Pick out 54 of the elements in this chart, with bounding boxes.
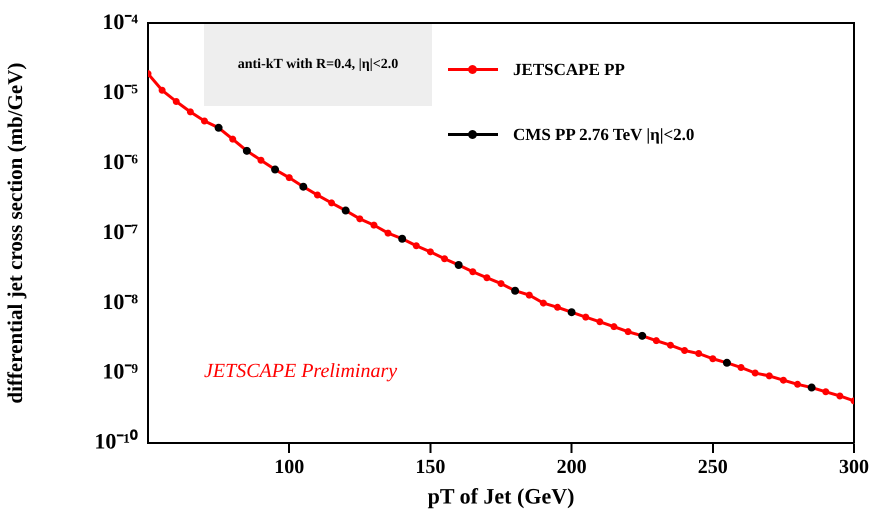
point	[469, 268, 476, 276]
point	[356, 215, 364, 222]
point	[709, 355, 716, 362]
point	[328, 199, 336, 206]
point	[822, 388, 830, 396]
x-axis-title: pT of Jet (GeV)	[428, 483, 574, 508]
point	[596, 318, 604, 326]
point	[794, 380, 802, 388]
point	[752, 370, 759, 377]
x-tick-label: 250	[698, 456, 728, 478]
point	[526, 292, 533, 299]
point	[738, 364, 745, 371]
point	[370, 222, 378, 229]
point	[582, 314, 590, 321]
point	[766, 372, 773, 380]
point	[384, 230, 392, 237]
point	[286, 174, 293, 182]
y-tick-label: 10⁻⁸	[102, 288, 138, 314]
point	[200, 118, 208, 125]
point	[780, 376, 787, 384]
point	[540, 300, 547, 307]
x-tick-label: 300	[839, 456, 869, 478]
point	[652, 337, 660, 344]
annotation: JETSCAPE Preliminary	[204, 360, 398, 384]
point	[314, 192, 321, 199]
y-tick-label: 10⁻⁴	[102, 8, 138, 34]
x-tick-label: 150	[415, 456, 446, 478]
point	[172, 98, 180, 106]
y-tick-label: 10⁻¹⁰	[94, 428, 138, 454]
point	[681, 346, 688, 354]
point	[666, 342, 674, 349]
point	[426, 248, 434, 256]
point	[412, 242, 420, 250]
legend-label: JETSCAPE PP	[513, 60, 625, 80]
y-tick-label: 10⁻⁹	[102, 358, 138, 384]
point	[695, 350, 702, 358]
legend-label: CMS PP 2.76 TeV |η|<2.0	[513, 125, 694, 146]
point	[483, 274, 490, 282]
y-axis-title: differential jet cross section (mb/GeV)	[3, 62, 28, 404]
point	[186, 108, 194, 116]
x-tick-label: 200	[556, 456, 587, 478]
point	[441, 255, 448, 262]
point	[158, 86, 166, 94]
y-tick-label: 10⁻⁷	[102, 218, 138, 244]
point	[624, 328, 632, 336]
point	[610, 323, 618, 330]
x-tick-label: 100	[274, 456, 304, 478]
point	[498, 280, 504, 288]
point	[257, 156, 264, 164]
y-tick-label: 10⁻⁶	[102, 148, 138, 174]
point	[554, 304, 561, 311]
point	[229, 136, 236, 143]
y-tick-label: 10⁻⁵	[102, 78, 138, 104]
point	[836, 392, 844, 400]
